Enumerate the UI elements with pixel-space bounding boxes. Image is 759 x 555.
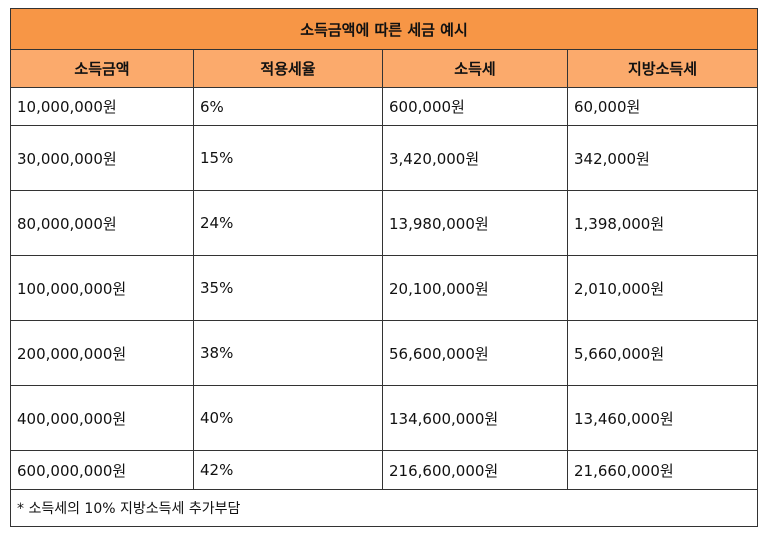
cell-rate: 6% bbox=[193, 87, 383, 126]
cell-local-tax: 5,660,000원 bbox=[566, 320, 759, 386]
table-row: 100,000,000원 35% 20,100,000원 2,010,000원 bbox=[10, 255, 759, 321]
cell-rate: 38% bbox=[193, 320, 383, 386]
cell-income-tax: 134,600,000원 bbox=[382, 385, 568, 451]
table-title: 소득금액에 따른 세금 예시 bbox=[9, 8, 759, 50]
cell-income-tax: 20,100,000원 bbox=[382, 255, 568, 321]
table-row: 400,000,000원 40% 134,600,000원 13,460,000… bbox=[10, 385, 759, 451]
cell-income: 80,000,000원 bbox=[10, 190, 194, 256]
cell-local-tax: 13,460,000원 bbox=[566, 385, 759, 451]
cell-income: 600,000,000원 bbox=[10, 450, 194, 490]
header-income: 소득금액 bbox=[10, 49, 194, 88]
cell-rate: 42% bbox=[193, 450, 383, 490]
cell-rate: 35% bbox=[193, 255, 383, 321]
cell-income-tax: 56,600,000원 bbox=[382, 320, 568, 386]
cell-income: 200,000,000원 bbox=[10, 320, 194, 386]
cell-income: 400,000,000원 bbox=[10, 385, 194, 451]
title-row: 소득금액에 따른 세금 예시 bbox=[9, 8, 759, 50]
table-row: 10,000,000원 6% 600,000원 60,000원 bbox=[10, 87, 759, 126]
cell-income: 10,000,000원 bbox=[10, 87, 194, 126]
table-row: 600,000,000원 42% 216,600,000원 21,660,000… bbox=[10, 450, 759, 490]
cell-local-tax: 60,000원 bbox=[566, 87, 759, 126]
table-row: 80,000,000원 24% 13,980,000원 1,398,000원 bbox=[10, 190, 759, 256]
cell-income-tax: 3,420,000원 bbox=[382, 125, 568, 191]
cell-income: 100,000,000원 bbox=[10, 255, 194, 321]
cell-rate: 15% bbox=[193, 125, 383, 191]
table-row: 200,000,000원 38% 56,600,000원 5,660,000원 bbox=[10, 320, 759, 386]
cell-rate: 24% bbox=[193, 190, 383, 256]
cell-rate: 40% bbox=[193, 385, 383, 451]
cell-local-tax: 1,398,000원 bbox=[566, 190, 759, 256]
cell-income-tax: 13,980,000원 bbox=[382, 190, 568, 256]
cell-local-tax: 2,010,000원 bbox=[566, 255, 759, 321]
cell-local-tax: 342,000원 bbox=[566, 125, 759, 191]
cell-income-tax: 600,000원 bbox=[382, 87, 568, 126]
header-rate: 적용세율 bbox=[193, 49, 383, 88]
cell-local-tax: 21,660,000원 bbox=[566, 450, 759, 490]
header-income-tax: 소득세 bbox=[382, 49, 568, 88]
cell-income-tax: 216,600,000원 bbox=[382, 450, 568, 490]
table-row: 30,000,000원 15% 3,420,000원 342,000원 bbox=[10, 125, 759, 191]
tax-example-table: 소득금액에 따른 세금 예시 소득금액 적용세율 소득세 지방소득세 10,00… bbox=[9, 8, 759, 527]
footnote: * 소득세의 10% 지방소득세 추가부담 bbox=[9, 489, 759, 527]
cell-income: 30,000,000원 bbox=[10, 125, 194, 191]
header-row: 소득금액 적용세율 소득세 지방소득세 bbox=[10, 49, 759, 88]
header-local-tax: 지방소득세 bbox=[566, 49, 759, 88]
note-row: * 소득세의 10% 지방소득세 추가부담 bbox=[9, 489, 759, 527]
